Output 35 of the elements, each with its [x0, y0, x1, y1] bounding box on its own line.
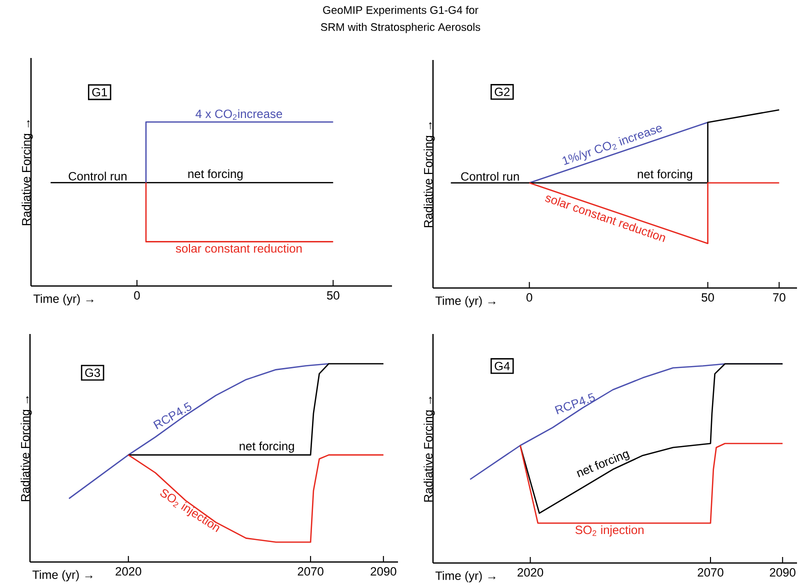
x-tick-label: 0: [526, 293, 532, 302]
series-label: net forcing: [240, 441, 294, 453]
x-tick-label: 2070: [698, 568, 724, 576]
series-label: net forcing: [188, 169, 243, 180]
x-axis-title: Time (yr) →: [33, 294, 94, 306]
x-axis-title: Time (yr) →: [435, 571, 496, 582]
y-axis-title: Radiative Forcing →: [22, 120, 33, 226]
series-label: net forcing: [638, 169, 692, 181]
x-tick-label: 50: [702, 293, 714, 302]
x-tick-label: 70: [773, 293, 786, 302]
annotation: Control run: [461, 172, 519, 181]
text: net forcing: [576, 450, 630, 478]
x-axis-title: Time (yr) →: [435, 296, 496, 308]
chart-title: G2: [494, 88, 510, 96]
text: GeoMIP Experiments G1-G4 for: [323, 6, 478, 16]
chart-title: G1: [92, 88, 107, 96]
x-tick-label: 2090: [370, 567, 396, 576]
x-axis-title: Time (yr) →: [32, 570, 92, 582]
x-tick-label: 2020: [518, 568, 544, 576]
text: 1%/yr CO$_{2}$ increase: [562, 126, 662, 165]
y-axis-title: Radiative Forcing →: [424, 396, 435, 502]
series-label: solar constant reduction: [176, 244, 302, 253]
chart-title: G4: [494, 362, 510, 370]
series-label: SO$_{2}$ injection: [575, 525, 644, 536]
series-label: 4 x CO$_{2}$increase: [196, 109, 282, 120]
x-tick-label: 2070: [298, 567, 324, 576]
x-tick-label: 2090: [770, 568, 796, 576]
x-tick-label: 2020: [116, 567, 142, 576]
annotation: Control run: [68, 172, 126, 180]
chart-title: G3: [85, 368, 100, 377]
x-tick-label: 50: [326, 291, 340, 300]
text: SRM with Stratospheric Aerosols: [320, 22, 480, 33]
y-axis-title: Radiative Forcing →: [424, 122, 435, 228]
y-axis-title: Radiative Forcing →: [20, 396, 32, 502]
x-tick-label: 0: [134, 291, 140, 300]
